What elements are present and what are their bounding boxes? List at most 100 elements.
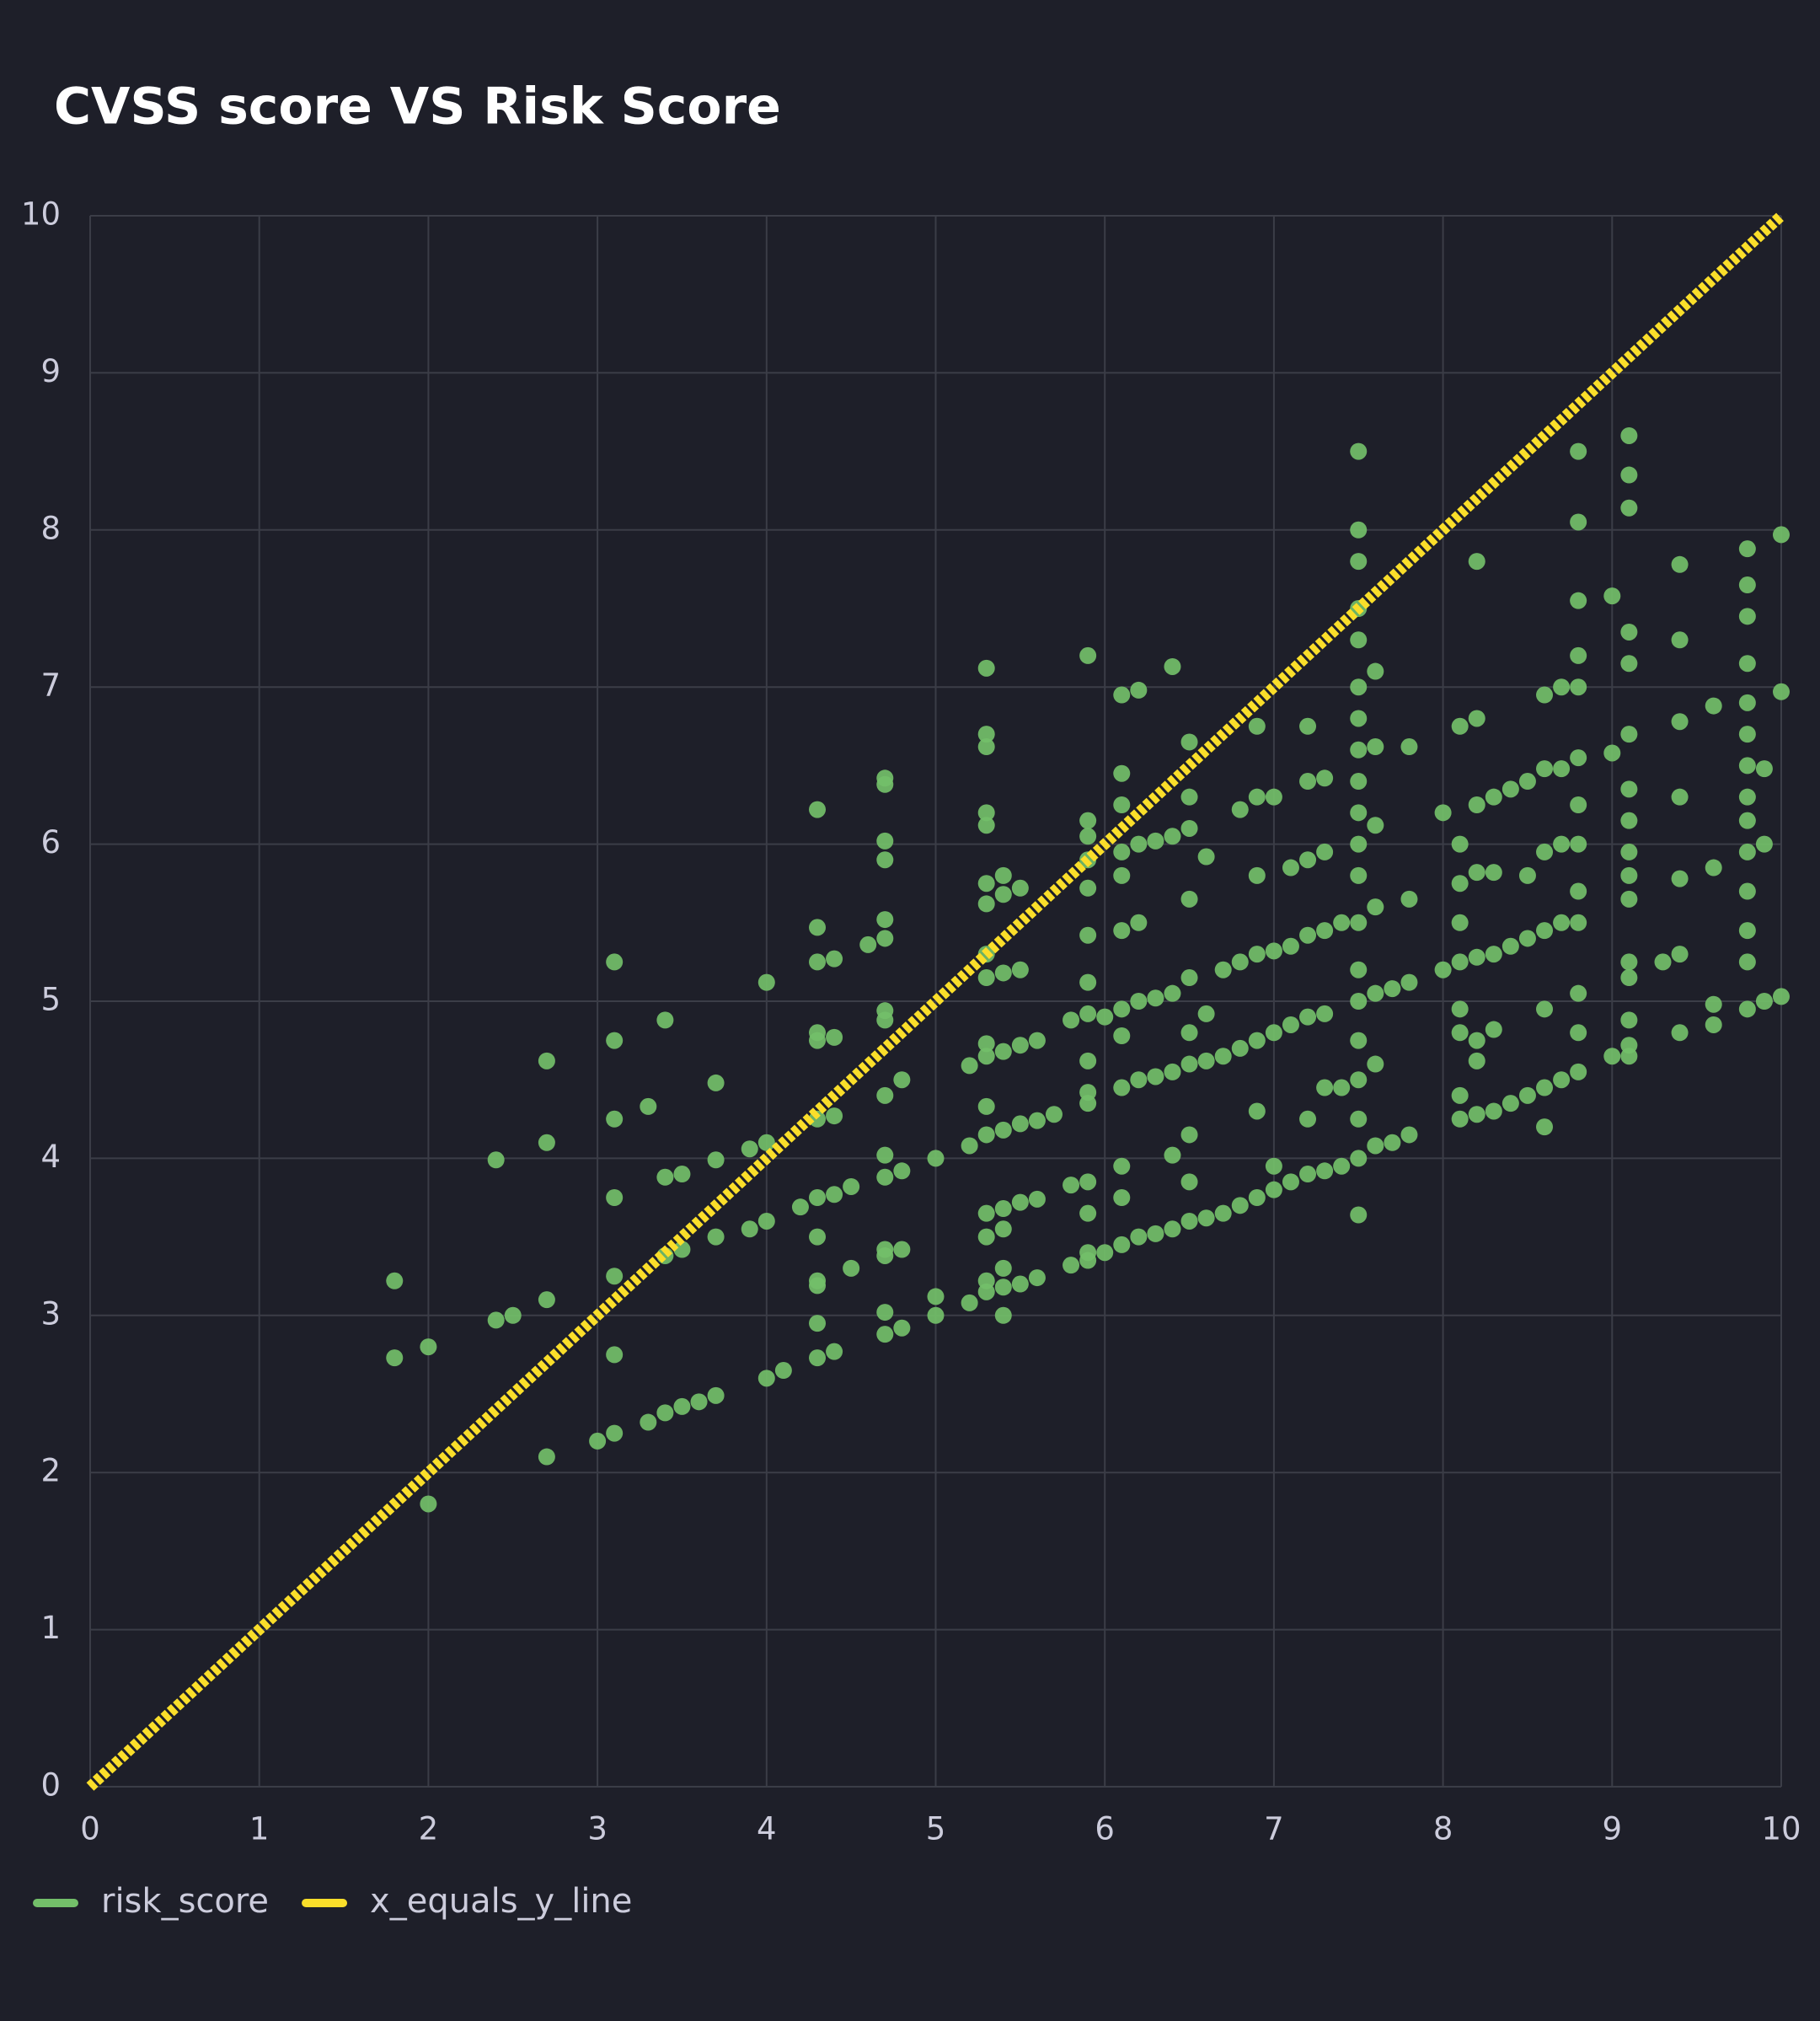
data-point (1671, 946, 1689, 963)
data-point (1738, 576, 1756, 594)
data-point (1079, 828, 1097, 845)
data-point (1570, 513, 1587, 531)
data-point (1265, 788, 1282, 806)
data-point (1231, 801, 1249, 818)
data-point (809, 1277, 827, 1295)
y-tick-label: 1 (40, 1610, 61, 1646)
data-point (876, 1168, 894, 1186)
data-point (1248, 866, 1266, 884)
data-point (1738, 757, 1756, 775)
data-point (1282, 1016, 1299, 1033)
x-tick-label: 1 (249, 1811, 270, 1847)
data-point (1468, 948, 1485, 966)
data-point (1350, 1071, 1368, 1089)
data-point (1350, 678, 1368, 696)
data-point (977, 1035, 995, 1053)
data-point (1350, 835, 1368, 853)
data-point (1570, 678, 1587, 696)
data-point (1755, 835, 1773, 853)
data-point (1536, 1079, 1554, 1096)
data-point (1011, 879, 1029, 897)
data-point (809, 1228, 827, 1246)
data-point (1231, 1197, 1249, 1214)
data-point (1011, 1115, 1029, 1133)
data-point (977, 1228, 995, 1246)
data-point (1180, 890, 1198, 908)
data-point (1502, 937, 1519, 955)
data-point (977, 1204, 995, 1222)
data-point (1113, 866, 1131, 884)
data-point (876, 832, 894, 850)
data-point (1620, 969, 1638, 987)
data-point (1518, 773, 1536, 791)
data-point (1738, 608, 1756, 625)
data-point (893, 1241, 911, 1258)
data-point (994, 1259, 1012, 1277)
y-tick-label: 9 (40, 353, 61, 389)
data-point (1553, 1071, 1571, 1089)
data-point (1350, 773, 1368, 791)
data-point (893, 1071, 911, 1089)
data-point (1536, 1000, 1554, 1018)
data-point (876, 1304, 894, 1321)
data-point (1130, 1228, 1148, 1246)
data-point (1468, 796, 1485, 813)
data-point (1570, 882, 1587, 900)
data-point (1282, 1173, 1299, 1191)
data-point (809, 1315, 827, 1332)
data-point (977, 726, 995, 743)
data-point (1603, 1048, 1621, 1065)
data-point (994, 964, 1012, 982)
data-point (1620, 812, 1638, 829)
data-point (1485, 946, 1502, 963)
data-point (1028, 1032, 1046, 1049)
data-point (1738, 812, 1756, 829)
data-point (1620, 1048, 1638, 1065)
data-point (707, 1074, 725, 1091)
data-point (1620, 655, 1638, 673)
data-point (1705, 1016, 1722, 1033)
data-point (1113, 1000, 1131, 1018)
data-point (1180, 969, 1198, 987)
y-tick-label: 0 (40, 1767, 61, 1804)
data-point (1603, 744, 1621, 762)
data-point (994, 1043, 1012, 1060)
y-tick-label: 10 (21, 196, 61, 233)
data-point (1147, 1068, 1164, 1086)
data-point (1164, 1146, 1181, 1164)
data-point (1518, 930, 1536, 947)
data-point (809, 1349, 827, 1367)
data-point (1350, 631, 1368, 649)
data-point (1231, 1039, 1249, 1057)
data-point (606, 1032, 624, 1049)
y-tick-label: 3 (40, 1295, 61, 1332)
data-point (1096, 1244, 1114, 1262)
data-point (1113, 922, 1131, 940)
data-point (1671, 713, 1689, 731)
data-point (1570, 1063, 1587, 1080)
data-point (1299, 1166, 1317, 1183)
data-point (1620, 623, 1638, 641)
data-point (1738, 953, 1756, 971)
data-point (1350, 1206, 1368, 1224)
x-tick-label: 0 (80, 1811, 100, 1847)
data-point (1299, 1008, 1317, 1026)
data-point (791, 1198, 809, 1216)
data-point (876, 1326, 894, 1343)
data-point (876, 911, 894, 929)
data-point (1079, 926, 1097, 944)
data-point (1231, 953, 1249, 971)
data-point (1350, 1032, 1368, 1049)
data-point (1570, 914, 1587, 931)
data-point (1113, 1236, 1131, 1253)
data-point (1282, 937, 1299, 955)
data-point (487, 1151, 505, 1169)
data-point (1400, 973, 1418, 991)
data-point (1214, 961, 1232, 978)
data-point (876, 1246, 894, 1264)
data-point (927, 1150, 945, 1167)
data-point (961, 1294, 978, 1311)
data-point (1180, 1024, 1198, 1042)
data-point (1316, 769, 1334, 787)
data-point (1079, 879, 1097, 897)
